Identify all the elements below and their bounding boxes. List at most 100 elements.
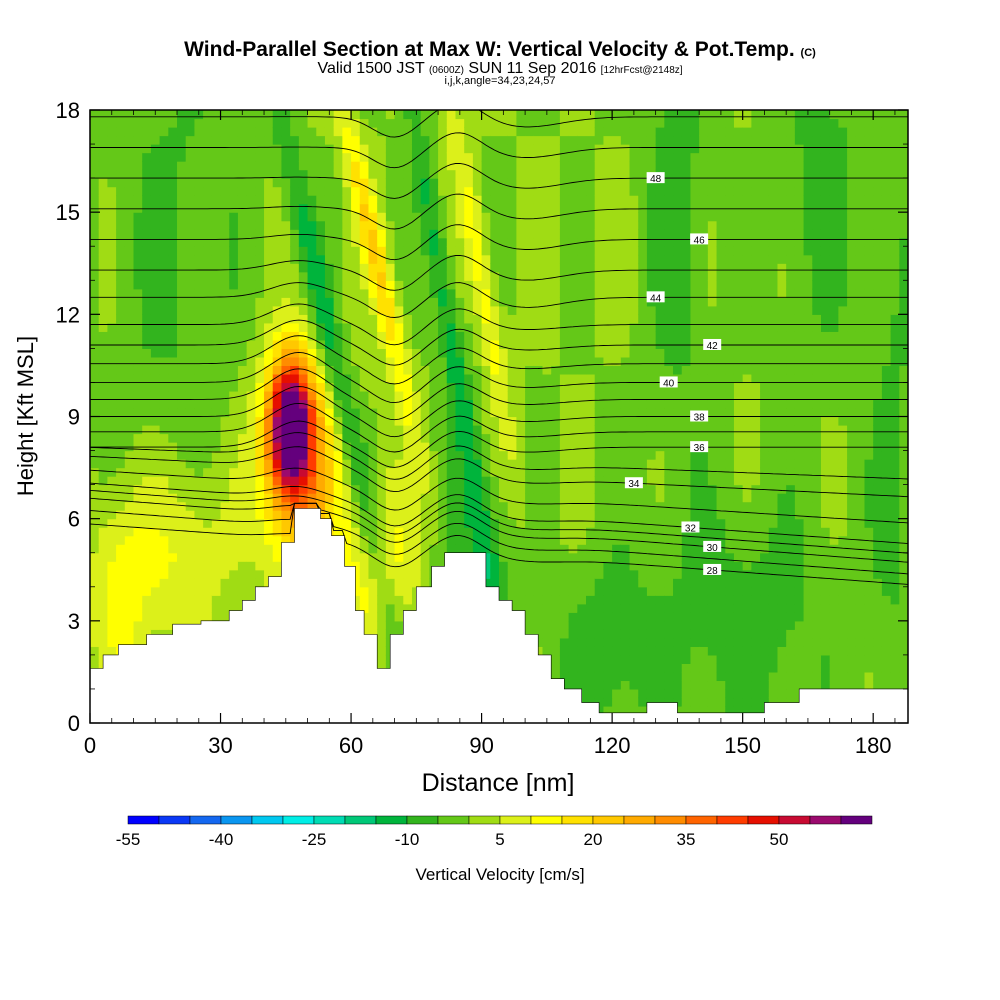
velocity-cell [472,229,483,239]
velocity-cell [264,390,274,401]
velocity-cell [377,629,387,639]
velocity-cell [612,705,622,716]
velocity-cell [324,407,335,418]
velocity-cell [124,110,135,120]
velocity-cell [472,544,483,554]
velocity-cell [150,280,161,290]
velocity-cell [525,450,535,460]
velocity-cell [324,246,335,256]
velocity-cell [168,169,178,179]
velocity-cell [464,127,474,137]
velocity-cell [90,331,100,341]
velocity-cell [107,390,117,401]
velocity-cell [116,203,126,213]
velocity-cell [681,399,692,409]
velocity-cell [324,305,335,315]
velocity-cell [333,331,343,341]
velocity-cell [359,620,370,630]
velocity-cell [211,144,222,154]
velocity-cell [516,501,526,511]
velocity-cell [586,569,596,579]
velocity-cell [525,501,535,511]
velocity-cell [90,467,100,477]
velocity-cell [385,476,396,486]
velocity-cell [133,569,143,579]
velocity-cell [411,237,422,247]
velocity-cell [203,169,213,179]
velocity-cell [603,271,613,281]
velocity-cell [438,212,448,222]
velocity-cell [620,382,631,392]
velocity-cell [211,237,222,247]
velocity-cell [673,246,683,256]
velocity-cell [403,561,413,571]
velocity-cell [577,169,587,179]
velocity-cell [272,459,283,469]
velocity-cell [577,552,587,562]
velocity-cell [551,254,561,264]
forecast-info: [12hrFcst@2148z] [600,65,683,76]
velocity-cell [638,237,648,247]
velocity-cell [264,280,274,290]
velocity-cell [577,135,587,145]
velocity-cell [638,331,648,341]
velocity-cell [673,297,683,307]
velocity-cell [316,501,326,511]
velocity-cell [359,493,370,503]
velocity-cell [446,382,457,392]
velocity-cell [133,501,143,511]
velocity-cell [133,280,143,290]
velocity-cell [385,220,396,230]
velocity-cell [551,552,561,562]
velocity-cell [168,254,178,264]
velocity-cell [472,331,483,341]
velocity-cell [98,544,108,554]
velocity-cell [359,305,370,315]
velocity-cell [612,476,622,486]
velocity-cell [464,390,474,401]
velocity-cell [229,178,239,188]
velocity-cell [673,595,683,605]
velocity-cell [664,186,674,196]
velocity-cell [673,612,683,622]
velocity-cell [594,425,605,435]
velocity-cell [420,348,430,358]
velocity-cell [673,195,683,205]
velocity-cell [385,229,396,239]
velocity-cell [594,297,605,307]
velocity-cell [177,578,187,588]
velocity-cell [429,476,439,486]
velocity-cell [429,331,439,341]
velocity-cell [385,161,396,171]
velocity-cell [272,561,283,571]
velocity-cell [507,373,517,384]
velocity-cell [673,493,683,503]
velocity-cell [464,467,474,477]
velocity-cell [551,586,561,596]
velocity-cell [194,348,204,358]
velocity-cell [220,407,230,418]
velocity-cell [690,680,700,690]
velocity-cell [577,118,587,128]
velocity-cell [490,365,500,375]
velocity-cell [603,203,613,213]
velocity-cell [150,246,161,256]
velocity-cell [629,552,639,562]
velocity-cell [438,493,448,503]
velocity-cell [159,127,169,137]
velocity-cell [351,339,361,349]
velocity-cell [298,254,309,264]
velocity-cell [237,561,248,571]
velocity-cell [403,467,413,477]
velocity-cell [620,561,631,571]
velocity-cell [333,407,343,418]
velocity-cell [298,305,309,315]
velocity-cell [90,203,100,213]
velocity-cell [586,322,596,332]
velocity-cell [577,612,587,622]
velocity-cell [594,152,605,162]
velocity-cell [298,152,309,162]
velocity-cell [159,356,169,367]
velocity-cell [681,578,692,588]
velocity-cell [481,399,491,409]
